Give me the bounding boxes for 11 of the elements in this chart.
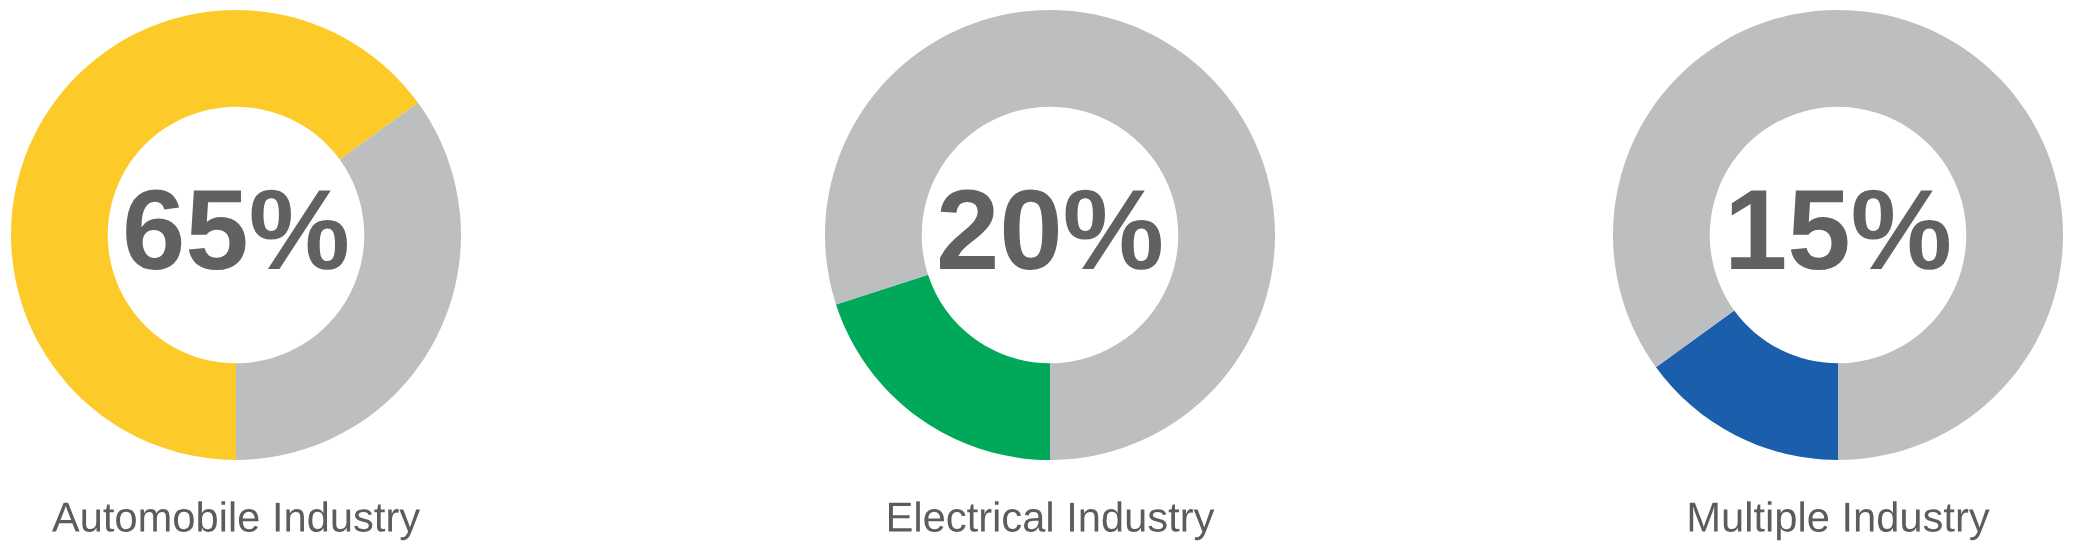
text: 65% <box>126 189 347 271</box>
donut-slice <box>11 10 419 460</box>
text: Electrical Industry <box>889 501 1215 541</box>
text: Multiple Industry <box>1689 501 1990 541</box>
text: 15% <box>1731 189 1949 271</box>
donut-slice <box>1613 10 2063 460</box>
donut-slice <box>825 10 1275 460</box>
donut-slice <box>1655 310 1838 460</box>
text: 20% <box>939 189 1161 271</box>
donut-slice <box>836 274 1050 460</box>
text: Automobile Industry <box>51 501 421 541</box>
